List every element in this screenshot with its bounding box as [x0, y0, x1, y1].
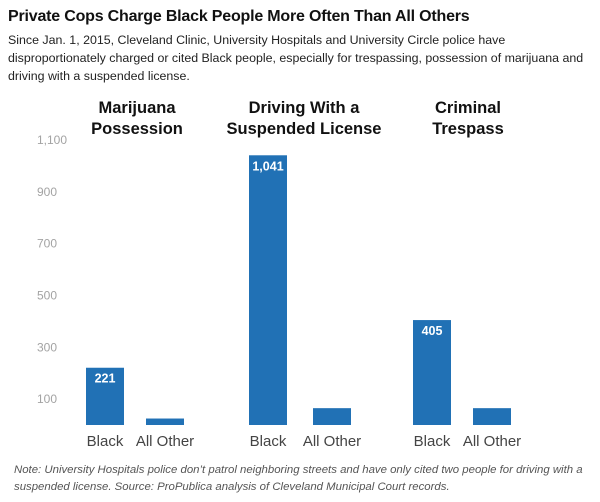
panel-title: Trespass — [432, 120, 504, 138]
y-tick-label: 1,100 — [37, 133, 67, 147]
chart-panel: Marijuana Possession 221 Black All Other — [86, 99, 194, 450]
y-tick-label: 700 — [37, 237, 57, 251]
category-label: Black — [414, 433, 451, 450]
data-label: 1,041 — [252, 159, 283, 173]
data-label: 405 — [422, 324, 443, 338]
chart-panel: Driving With a Suspended License 1,041 Blac… — [227, 99, 382, 450]
bar — [313, 408, 351, 425]
y-tick-label: 100 — [37, 392, 57, 406]
y-axis: 100 300 500 700 900 1,100 — [37, 133, 67, 406]
bar — [473, 408, 511, 425]
panel-title: Suspended License — [227, 120, 382, 138]
category-label: All Other — [463, 433, 521, 450]
y-tick-label: 500 — [37, 288, 57, 302]
panel-title: Possession — [91, 120, 183, 138]
category-label: Black — [250, 433, 287, 450]
category-label: All Other — [136, 433, 194, 450]
y-tick-label: 300 — [37, 340, 57, 354]
chart-note: Note: University Hospitals police don’t … — [14, 464, 583, 493]
data-label: 221 — [95, 372, 116, 386]
category-label: Black — [87, 433, 124, 450]
chart-panel: Criminal Trespass 405 Black All Other — [413, 99, 521, 450]
bar — [146, 418, 184, 425]
bar — [413, 320, 451, 425]
y-tick-label: 900 — [37, 185, 57, 199]
chart-subtitle: Since Jan. 1, 2015, Cleveland Clinic, Un… — [8, 33, 584, 83]
category-label: All Other — [303, 433, 361, 450]
panel-title: Driving With a — [249, 99, 361, 117]
panel-title: Marijuana — [98, 99, 176, 117]
panel-title: Criminal — [435, 99, 501, 117]
bar — [249, 155, 287, 425]
bar — [86, 367, 124, 425]
chart-title: Private Cops Charge Black People More Of… — [8, 8, 470, 25]
